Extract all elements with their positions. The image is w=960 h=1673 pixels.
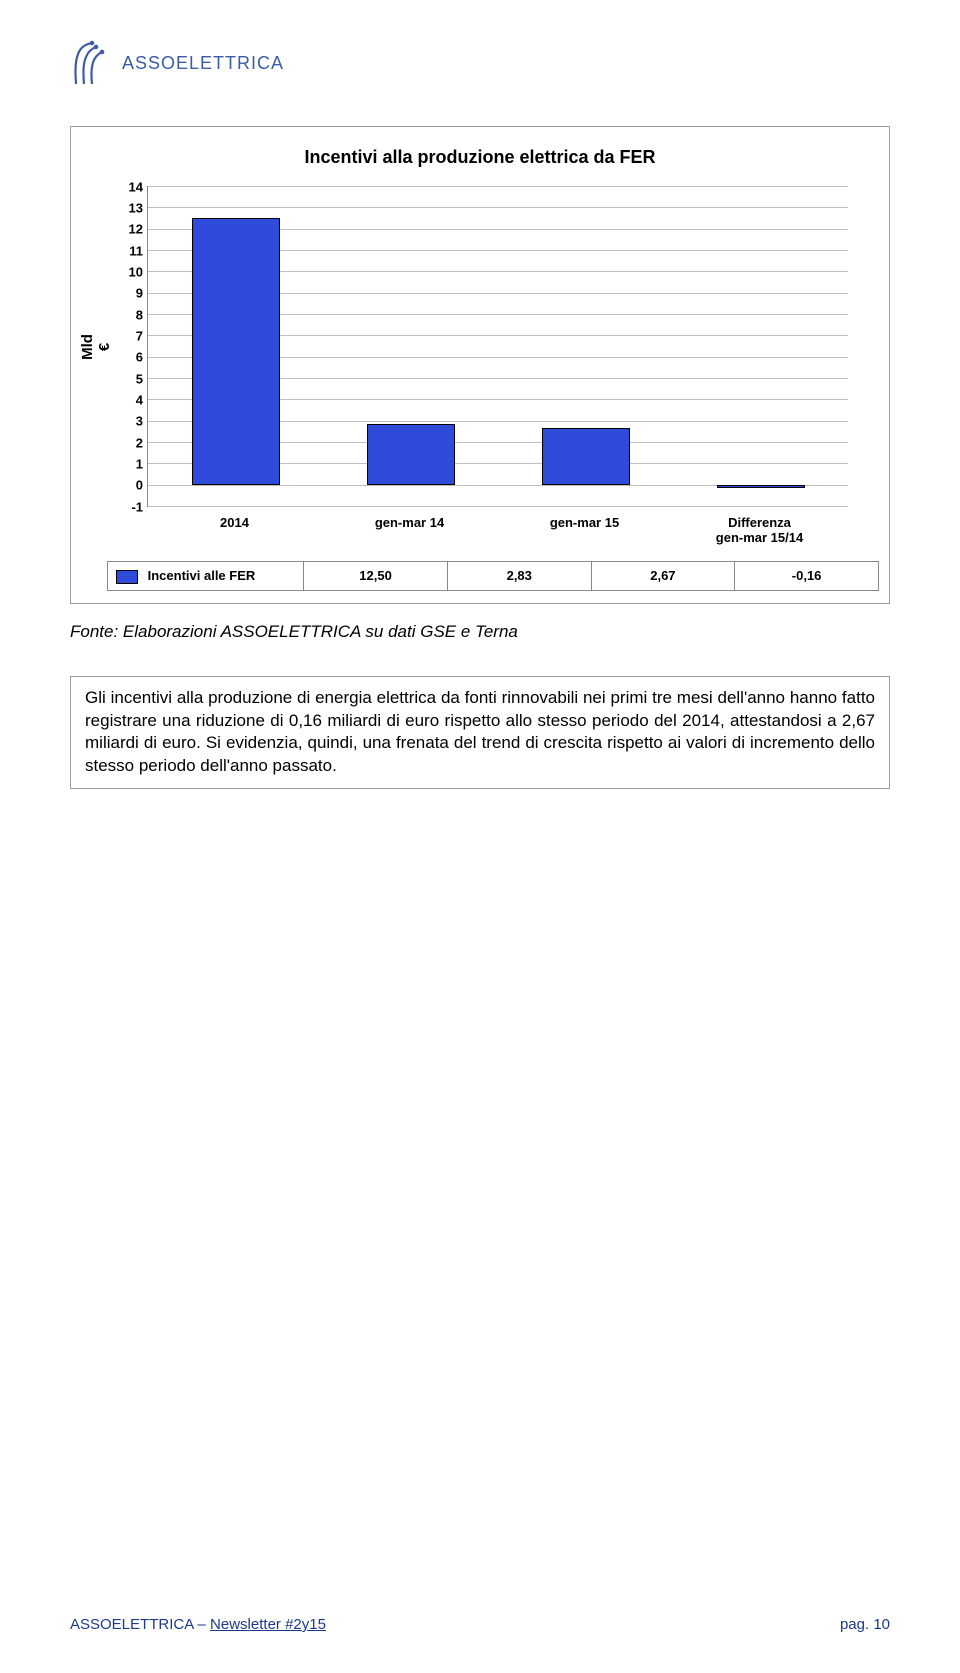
chart-y-tick-label: 1 [136, 456, 143, 471]
chart-bar [367, 424, 455, 484]
chart-x-tick-label: Differenzagen-mar 15/14 [672, 507, 847, 555]
chart-y-tick-label: 8 [136, 307, 143, 322]
chart-y-ticks: -101234567891011121314 [111, 187, 147, 507]
chart-gridline [148, 186, 848, 187]
brand-name: ASSOELETTRICA [122, 53, 284, 74]
description-box: Gli incentivi alla produzione di energia… [70, 676, 890, 790]
chart-source-caption: Fonte: Elaborazioni ASSOELETTRICA su dat… [70, 622, 890, 642]
chart-bar [192, 218, 280, 485]
chart-x-tick-label: 2014 [147, 507, 322, 555]
chart-y-tick-label: 10 [129, 264, 143, 279]
chart-x-axis-labels: 2014gen-mar 14gen-mar 15Differenzagen-ma… [147, 507, 847, 555]
chart-legend-label: Incentivi alle FER [148, 568, 256, 583]
brand-logo-icon [70, 40, 112, 86]
chart-plot-row: Mld € -101234567891011121314 [81, 186, 879, 507]
chart-y-tick-label: 13 [129, 200, 143, 215]
table-cell-value: 12,50 [304, 562, 448, 591]
chart-y-tick-label: 5 [136, 371, 143, 386]
chart-container: Incentivi alla produzione elettrica da F… [70, 126, 890, 604]
chart-y-tick-label: 11 [129, 243, 143, 258]
page-header: ASSOELETTRICA [70, 40, 890, 86]
page: ASSOELETTRICA Incentivi alla produzione … [0, 0, 960, 1673]
chart-bar [717, 485, 805, 488]
chart-y-tick-label: 4 [136, 392, 143, 407]
chart-legend-cell: Incentivi alle FER [108, 562, 304, 591]
chart-y-tick-label: 6 [136, 350, 143, 365]
chart-y-tick-label: 2 [136, 435, 143, 450]
chart-y-tick-label: 12 [129, 222, 143, 237]
table-row: Incentivi alle FER 12,50 2,83 2,67 -0,16 [108, 562, 879, 591]
page-footer: ASSOELETTRICA – Newsletter #2y15 pag. 10 [70, 1616, 890, 1633]
chart-x-tick-label: gen-mar 15 [497, 507, 672, 555]
footer-page-number: pag. 10 [840, 1616, 890, 1633]
chart-plot-area [147, 186, 848, 507]
chart-y-tick-label: 0 [136, 478, 143, 493]
chart-bar [542, 428, 630, 485]
table-cell-value: -0,16 [735, 562, 879, 591]
chart-y-tick-label: 9 [136, 286, 143, 301]
footer-brand: ASSOELETTRICA – [70, 1616, 210, 1633]
chart-gridline [148, 506, 848, 507]
chart-data-table: Incentivi alle FER 12,50 2,83 2,67 -0,16 [107, 561, 879, 591]
chart-x-tick-label: gen-mar 14 [322, 507, 497, 555]
chart-gridline [148, 207, 848, 208]
table-cell-value: 2,83 [447, 562, 591, 591]
footer-newsletter-link[interactable]: Newsletter #2y15 [210, 1616, 326, 1633]
chart-y-tick-label: 7 [136, 328, 143, 343]
chart-y-tick-label: 14 [129, 179, 143, 194]
table-cell-value: 2,67 [591, 562, 735, 591]
chart-title: Incentivi alla produzione elettrica da F… [81, 147, 879, 168]
chart-y-tick-label: 3 [136, 414, 143, 429]
legend-swatch-icon [116, 570, 138, 584]
chart-y-tick-label: -1 [131, 499, 143, 514]
chart-y-axis-label: Mld € [79, 332, 113, 362]
